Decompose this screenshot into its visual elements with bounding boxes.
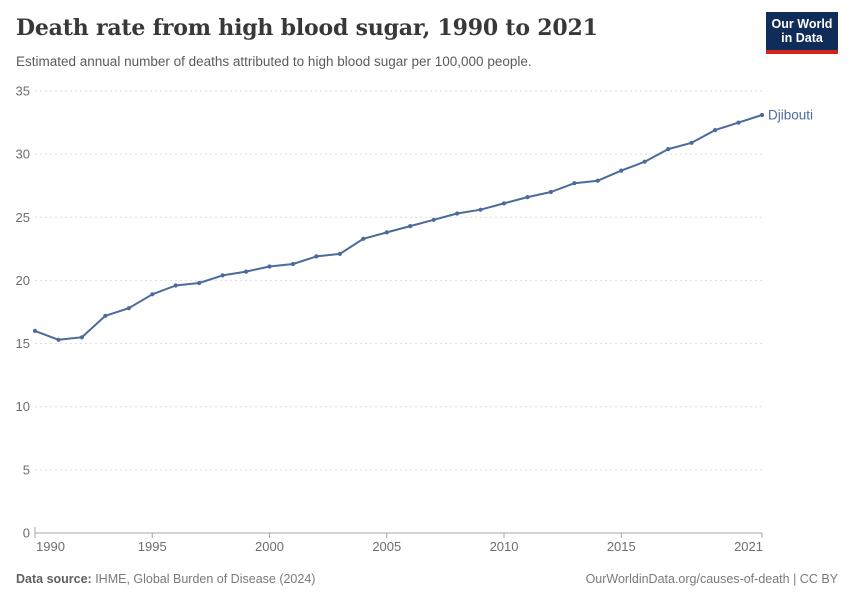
data-point[interactable] (759, 112, 765, 118)
owid-url-license-link[interactable]: OurWorldinData.org/causes-of-death | CC … (585, 572, 838, 586)
x-tick-label: 2015 (607, 539, 636, 554)
data-point[interactable] (525, 195, 530, 200)
data-point[interactable] (455, 211, 460, 216)
x-tick-label: 2005 (372, 539, 401, 554)
data-point[interactable] (244, 269, 249, 274)
y-tick-label: 15 (16, 336, 30, 351)
data-point[interactable] (619, 168, 624, 173)
y-tick-label: 20 (16, 273, 30, 288)
y-tick-label: 35 (16, 84, 30, 99)
data-point[interactable] (736, 120, 741, 125)
chart-footer: Data source: IHME, Global Burden of Dise… (16, 572, 838, 586)
data-point[interactable] (666, 147, 671, 152)
owid-logo-accent-bar (766, 50, 838, 54)
data-point[interactable] (314, 254, 319, 259)
data-point[interactable] (150, 292, 155, 297)
y-tick-label: 25 (16, 210, 30, 225)
data-point[interactable] (361, 236, 366, 241)
data-point[interactable] (642, 159, 647, 164)
page-title: Death rate from high blood sugar, 1990 t… (16, 15, 598, 41)
x-tick-label: 2021 (734, 539, 763, 554)
y-tick-label: 10 (16, 399, 30, 414)
data-point[interactable] (197, 280, 202, 286)
data-point[interactable] (32, 328, 38, 333)
data-point[interactable] (595, 178, 600, 183)
data-point[interactable] (337, 251, 342, 256)
data-line[interactable] (34, 114, 763, 341)
x-tick-label: 1990 (36, 539, 65, 554)
data-source-note: Data source: IHME, Global Burden of Dise… (16, 572, 315, 586)
x-tick-label: 2010 (490, 539, 519, 554)
x-tick-label: 2000 (255, 539, 284, 554)
data-point[interactable] (548, 189, 554, 195)
y-tick-label: 0 (23, 526, 30, 541)
data-point[interactable] (689, 140, 694, 145)
owid-logo-line1: Our World (771, 16, 833, 31)
y-tick-label: 30 (16, 147, 30, 162)
data-point[interactable] (173, 283, 178, 288)
owid-logo-text: Our World in Data (766, 12, 838, 50)
data-point[interactable] (56, 337, 61, 342)
data-point[interactable] (79, 335, 84, 340)
data-point[interactable] (384, 230, 389, 235)
data-point[interactable] (501, 201, 507, 206)
x-tick-label: 1995 (138, 539, 167, 554)
data-point[interactable] (126, 306, 131, 311)
y-tick-label: 5 (23, 462, 30, 477)
data-point[interactable] (572, 181, 577, 186)
owid-logo-line2: in Data (781, 31, 823, 45)
data-point[interactable] (431, 217, 436, 222)
data-source-text: IHME, Global Burden of Disease (2024) (91, 572, 316, 586)
data-point[interactable] (713, 128, 718, 133)
owid-logo[interactable]: Our World in Data (766, 12, 838, 54)
data-point[interactable] (267, 264, 272, 269)
data-point[interactable] (103, 313, 108, 318)
data-point[interactable] (220, 273, 225, 278)
entity-label[interactable]: Djibouti (768, 107, 813, 122)
chart-subtitle: Estimated annual number of deaths attrib… (16, 54, 532, 69)
data-source-label: Data source: (16, 572, 92, 586)
data-point[interactable] (478, 207, 483, 212)
data-point[interactable] (408, 224, 413, 229)
data-point[interactable] (290, 261, 296, 267)
